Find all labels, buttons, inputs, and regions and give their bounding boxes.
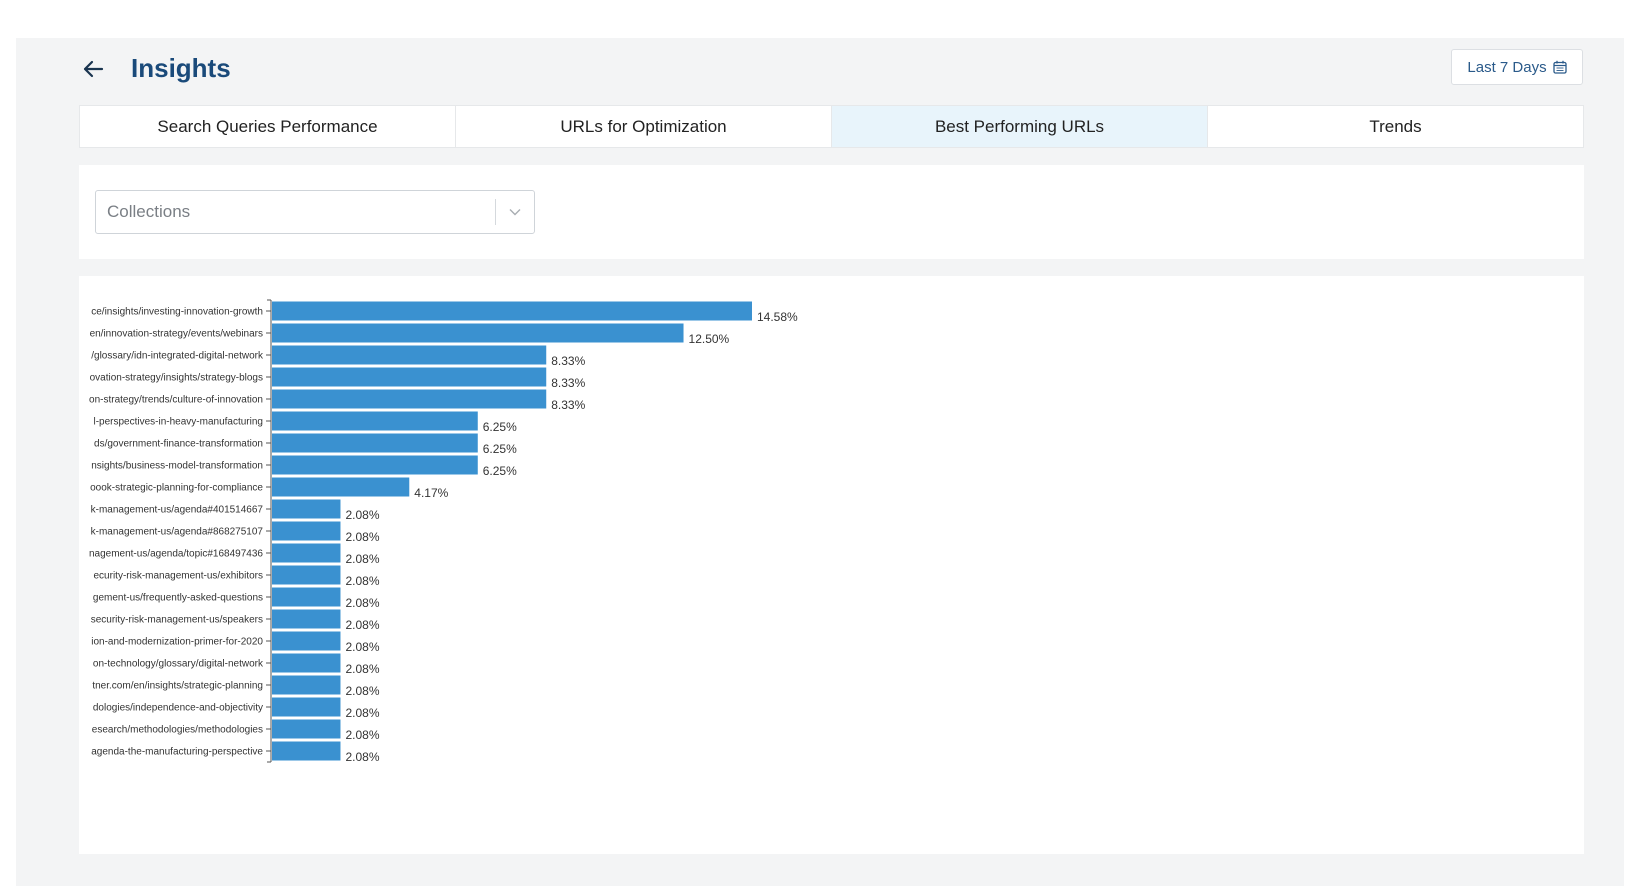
y-tick-label: nagement-us/agenda/topic#168497436 [89, 549, 263, 560]
bar[interactable] [272, 719, 341, 739]
bar-value-label: 2.08% [345, 618, 379, 632]
bar-value-label: 2.08% [345, 706, 379, 720]
y-tick-label: k-management-us/agenda#401514667 [91, 505, 264, 516]
bar-value-label: 2.08% [345, 640, 379, 654]
bar-value-label: 6.25% [483, 420, 517, 434]
bar[interactable] [272, 521, 341, 541]
bar[interactable] [272, 543, 341, 563]
bar[interactable] [272, 301, 752, 321]
select-divider [495, 199, 496, 225]
y-tick-label: dologies/independence-and-objectivity [93, 703, 263, 714]
date-range-label: Last 7 Days [1467, 58, 1547, 76]
bar[interactable] [272, 587, 341, 607]
bar-value-label: 6.25% [483, 442, 517, 456]
bar-value-label: 4.17% [414, 486, 448, 500]
bar[interactable] [272, 411, 478, 431]
bar-value-label: 2.08% [345, 684, 379, 698]
tab-urls-for-optimization[interactable]: URLs for Optimization [456, 106, 832, 147]
bar[interactable] [272, 499, 341, 519]
chevron-down-icon [509, 209, 521, 216]
arrow-left-icon [83, 60, 104, 78]
bar[interactable] [272, 609, 341, 629]
bar-value-label: 12.50% [689, 332, 730, 346]
y-tick-label: security-risk-management-us/speakers [91, 615, 263, 626]
y-tick-label: ecurity-risk-management-us/exhibitors [93, 571, 263, 582]
y-tick-label: esearch/methodologies/methodologies [92, 725, 263, 736]
bar[interactable] [272, 367, 547, 387]
y-tick-label: /glossary/idn-integrated-digital-network [91, 351, 264, 362]
date-range-button[interactable]: Last 7 Days [1451, 49, 1583, 85]
y-tick-label: on-technology/glossary/digital-network [93, 659, 264, 670]
select-toggle[interactable] [496, 208, 534, 216]
y-tick-label: gement-us/frequently-asked-questions [93, 593, 263, 604]
bar-value-label: 2.08% [345, 508, 379, 522]
bar-value-label: 8.33% [551, 354, 585, 368]
y-tick-label: ce/insights/investing-innovation-growth [91, 307, 263, 318]
tab-bar: Search Queries Performance URLs for Opti… [79, 105, 1584, 148]
bar[interactable] [272, 323, 684, 343]
y-tick-label: oook-strategic-planning-for-compliance [90, 483, 263, 494]
y-tick-label: tner.com/en/insights/strategic-planning [92, 681, 263, 692]
collections-select[interactable]: Collections [95, 190, 535, 234]
y-tick-label: nsights/business-model-transformation [91, 461, 263, 472]
bar-value-label: 14.58% [757, 310, 798, 324]
bar[interactable] [272, 389, 547, 409]
bar-value-label: 8.33% [551, 398, 585, 412]
bar[interactable] [272, 741, 341, 761]
y-tick-label: k-management-us/agenda#868275107 [91, 527, 264, 538]
bar[interactable] [272, 697, 341, 717]
bar[interactable] [272, 433, 478, 453]
bar[interactable] [272, 631, 341, 651]
y-tick-label: en/innovation-strategy/events/webinars [90, 329, 263, 340]
bar[interactable] [272, 477, 410, 497]
bar[interactable] [272, 653, 341, 673]
bar-value-label: 2.08% [345, 530, 379, 544]
y-tick-label: on-strategy/trends/culture-of-innovation [89, 395, 263, 406]
y-tick-label: ion-and-modernization-primer-for-2020 [91, 637, 263, 648]
tab-trends[interactable]: Trends [1369, 116, 1422, 136]
bar[interactable] [272, 455, 478, 475]
page-title: Insights [131, 53, 231, 83]
back-button[interactable] [80, 56, 106, 82]
bar-value-label: 2.08% [345, 750, 379, 764]
y-tick-label: ds/government-finance-transformation [94, 439, 263, 450]
bar-value-label: 2.08% [345, 574, 379, 588]
collections-select-placeholder: Collections [107, 202, 191, 221]
bar[interactable] [272, 675, 341, 695]
bar-value-label: 2.08% [345, 728, 379, 742]
y-tick-label: agenda-the-manufacturing-perspective [91, 747, 263, 758]
best-performing-urls-chart: ce/insights/investing-innovation-growth 1… [89, 299, 798, 764]
y-tick-label: l-perspectives-in-heavy-manufacturing [93, 417, 263, 428]
filter-card: Collections [79, 165, 1584, 259]
tab-best-performing-urls[interactable]: Best Performing URLs [832, 106, 1208, 147]
bar-value-label: 6.25% [483, 464, 517, 478]
chart-card: ce/insights/investing-innovation-growth 1… [79, 276, 1584, 854]
tab-search-queries-performance[interactable]: Search Queries Performance [80, 106, 456, 147]
bar-value-label: 2.08% [345, 662, 379, 676]
bar-value-label: 2.08% [345, 552, 379, 566]
bar[interactable] [272, 565, 341, 585]
bar-value-label: 8.33% [551, 376, 585, 390]
bar[interactable] [272, 345, 547, 365]
calendar-icon [1552, 60, 1567, 74]
bar-value-label: 2.08% [345, 596, 379, 610]
y-tick-label: ovation-strategy/insights/strategy-blogs [90, 373, 263, 384]
